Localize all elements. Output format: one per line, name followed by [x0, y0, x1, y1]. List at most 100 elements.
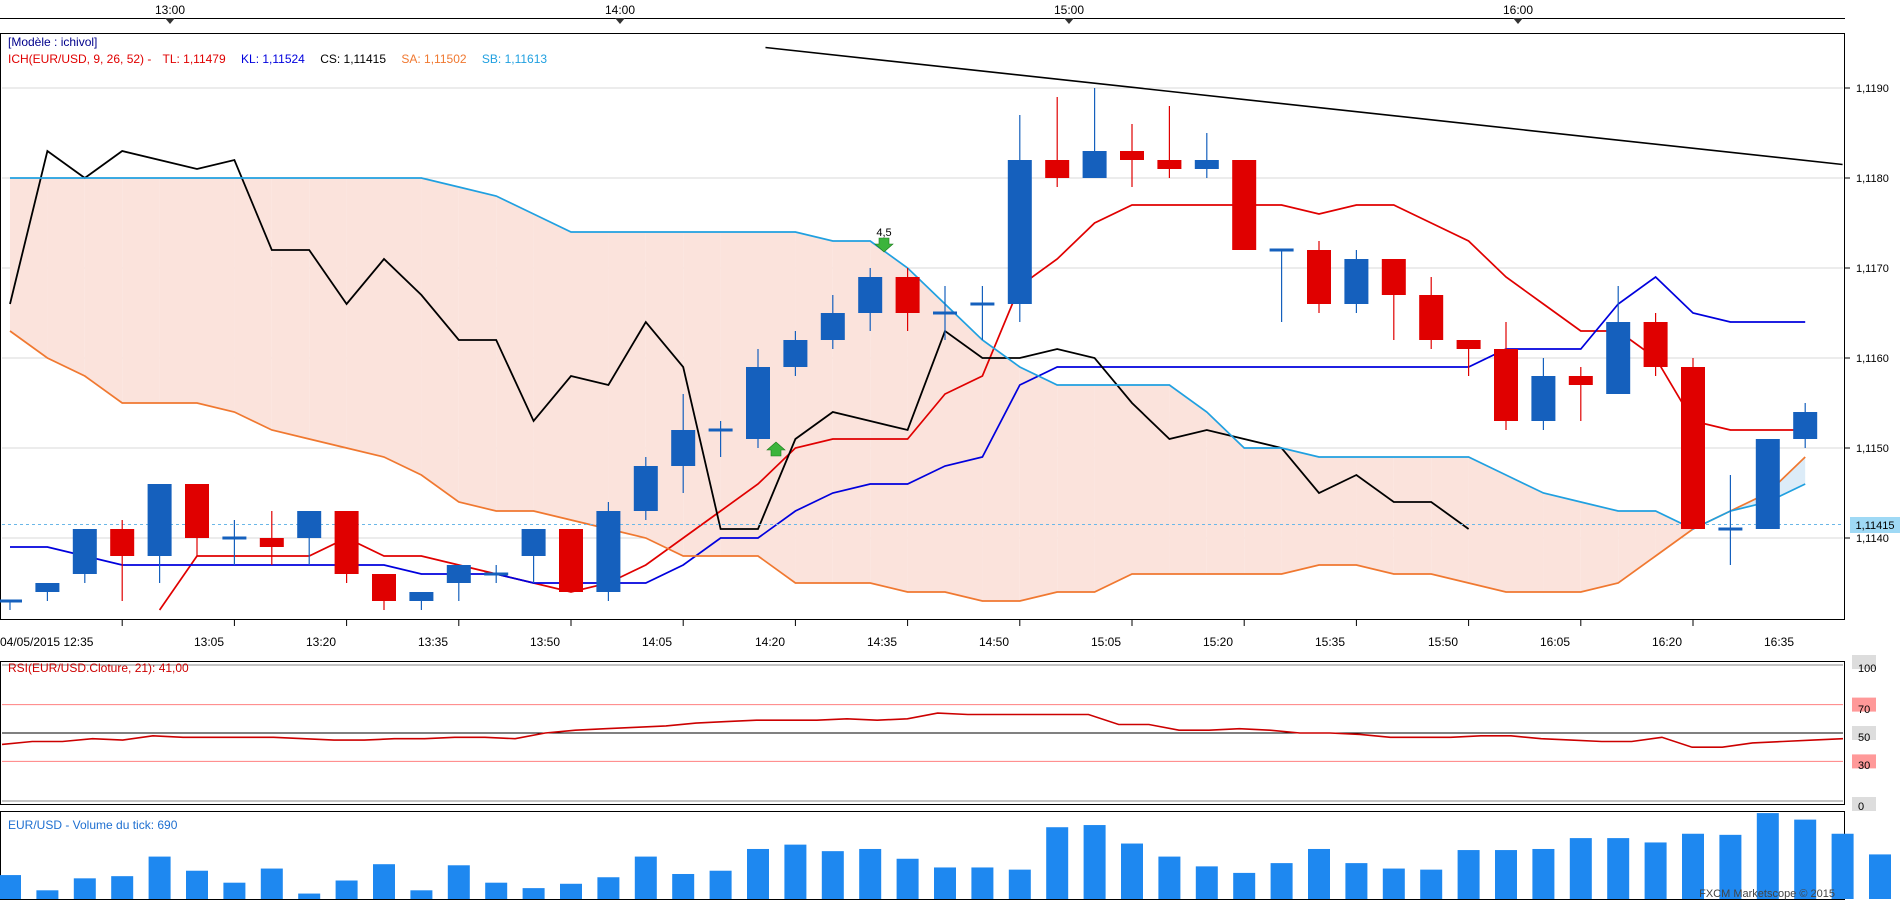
cloud-segment	[159, 178, 197, 403]
candle-body	[1157, 160, 1182, 169]
price-axis-label: 1,1190	[1856, 83, 1889, 95]
volume-bar	[1756, 813, 1779, 899]
candle-body	[446, 565, 471, 583]
cloud-segment	[945, 304, 983, 601]
top-time-axis: 13:00 14:00 15:00 16:00	[0, 3, 1845, 24]
volume-bar	[747, 848, 769, 899]
candle-body	[1194, 160, 1219, 169]
rsi-level-label: 30	[1858, 760, 1870, 772]
top-time-label: 16:00	[1503, 3, 1533, 17]
bottom-time-label: 14:20	[755, 635, 785, 649]
candle-body	[1494, 349, 1518, 421]
top-time-label: 15:00	[1054, 3, 1084, 17]
volume-bar	[1682, 833, 1704, 899]
cloud-segment	[1431, 457, 1469, 583]
cloud-segment	[234, 178, 272, 430]
time-marker-icon	[1513, 18, 1523, 24]
volume-bar	[485, 882, 508, 899]
cloud-segment	[1580, 502, 1619, 592]
volume-bar	[1420, 869, 1443, 899]
rsi-level-tag	[1852, 797, 1876, 811]
trendline[interactable]	[765, 46, 1843, 166]
bottom-time-label: 15:35	[1315, 635, 1345, 649]
arrow-up-icon	[766, 441, 786, 457]
candle-body	[858, 277, 883, 313]
watermark: FXCM Marketscope © 2015	[1699, 888, 1835, 900]
candle-body	[1681, 367, 1705, 529]
cloud-segment	[197, 178, 235, 412]
bottom-time-label: 13:35	[418, 635, 448, 649]
candle-body	[1120, 151, 1144, 160]
cloud-segment	[458, 187, 497, 511]
current-price-label: 1,11415	[1856, 520, 1895, 532]
bottom-time-label: 15:20	[1203, 635, 1233, 649]
candle-body	[708, 428, 733, 432]
rsi-level-tag	[1852, 655, 1876, 669]
volume-bar	[1195, 866, 1218, 899]
price-axis: 1,1190 1,1180 1,1170 1,1160 1,1150 1,1140	[1845, 83, 1889, 545]
model-label: [Modèle : ichivol]	[8, 35, 97, 49]
volume-bar	[0, 875, 21, 899]
rsi-line	[1, 712, 1844, 748]
cloud-segment	[1281, 448, 1319, 574]
candle-body	[222, 536, 247, 540]
rsi-level-label: 50	[1858, 732, 1870, 744]
indicator-legend: ICH(EUR/USD, 9, 26, 52) - TL: 1,11479 KL…	[8, 52, 547, 66]
kl-value: KL: 1,11524	[241, 52, 305, 66]
candle-body	[1568, 376, 1593, 385]
volume-bar	[1644, 842, 1667, 899]
candle-body	[1344, 259, 1369, 304]
sb-value: SB: 1,11613	[482, 52, 547, 66]
cloud-segment	[384, 178, 422, 475]
cloud-segment	[346, 178, 384, 457]
volume-bar	[1495, 850, 1517, 899]
volume-bar	[971, 867, 994, 899]
candle-body	[1456, 340, 1481, 349]
volume-bar	[298, 893, 321, 899]
rsi-panel[interactable]	[0, 661, 1845, 805]
candle-body	[0, 599, 22, 603]
signal-markers: 4,5	[766, 227, 894, 457]
rsi-level-label: 100	[1858, 663, 1876, 675]
volume-bar	[148, 856, 171, 899]
candle-body	[933, 311, 957, 315]
volume-bar	[1869, 854, 1891, 899]
candle-body	[72, 529, 97, 574]
volume-bar	[634, 856, 657, 899]
cloud-segment	[1094, 385, 1132, 592]
volume-bar	[36, 890, 59, 899]
cloud-segment	[271, 178, 310, 439]
volume-bar	[1382, 868, 1405, 899]
volume-bar	[335, 880, 358, 899]
cloud-segment	[122, 178, 160, 403]
cloud-segment	[84, 178, 123, 403]
price-panel[interactable]	[0, 33, 1845, 620]
rsi-level-tag	[1852, 726, 1876, 740]
volume-bar	[859, 848, 882, 899]
volume-bar	[186, 870, 208, 899]
candle-body	[746, 367, 770, 439]
bottom-time-axis: 04/05/2015 12:35 13:05 13:20 13:35 13:50…	[0, 635, 1794, 649]
candlesticks	[0, 88, 1818, 610]
volume-bar	[373, 864, 395, 899]
candle-body	[110, 529, 135, 556]
candle-body	[1531, 376, 1556, 421]
volume-bar	[1831, 833, 1854, 899]
volume-bar	[821, 851, 844, 899]
candle-body	[1793, 412, 1818, 439]
candle-body	[783, 340, 808, 367]
price-axis-label: 1,1140	[1856, 533, 1889, 545]
tl-value: TL: 1,11479	[163, 52, 226, 66]
cloud-segment	[421, 178, 459, 502]
cloud-segment	[1057, 385, 1095, 592]
volume-bar	[1345, 863, 1368, 899]
candle-body	[1007, 160, 1032, 304]
time-marker-icon	[615, 18, 625, 24]
volume-bar	[1794, 819, 1817, 899]
line-sa	[9, 330, 1806, 602]
cloud-segment	[496, 196, 534, 511]
cloud-segment	[1356, 457, 1394, 574]
candle-body	[35, 583, 60, 592]
volume-bar	[1233, 872, 1256, 899]
